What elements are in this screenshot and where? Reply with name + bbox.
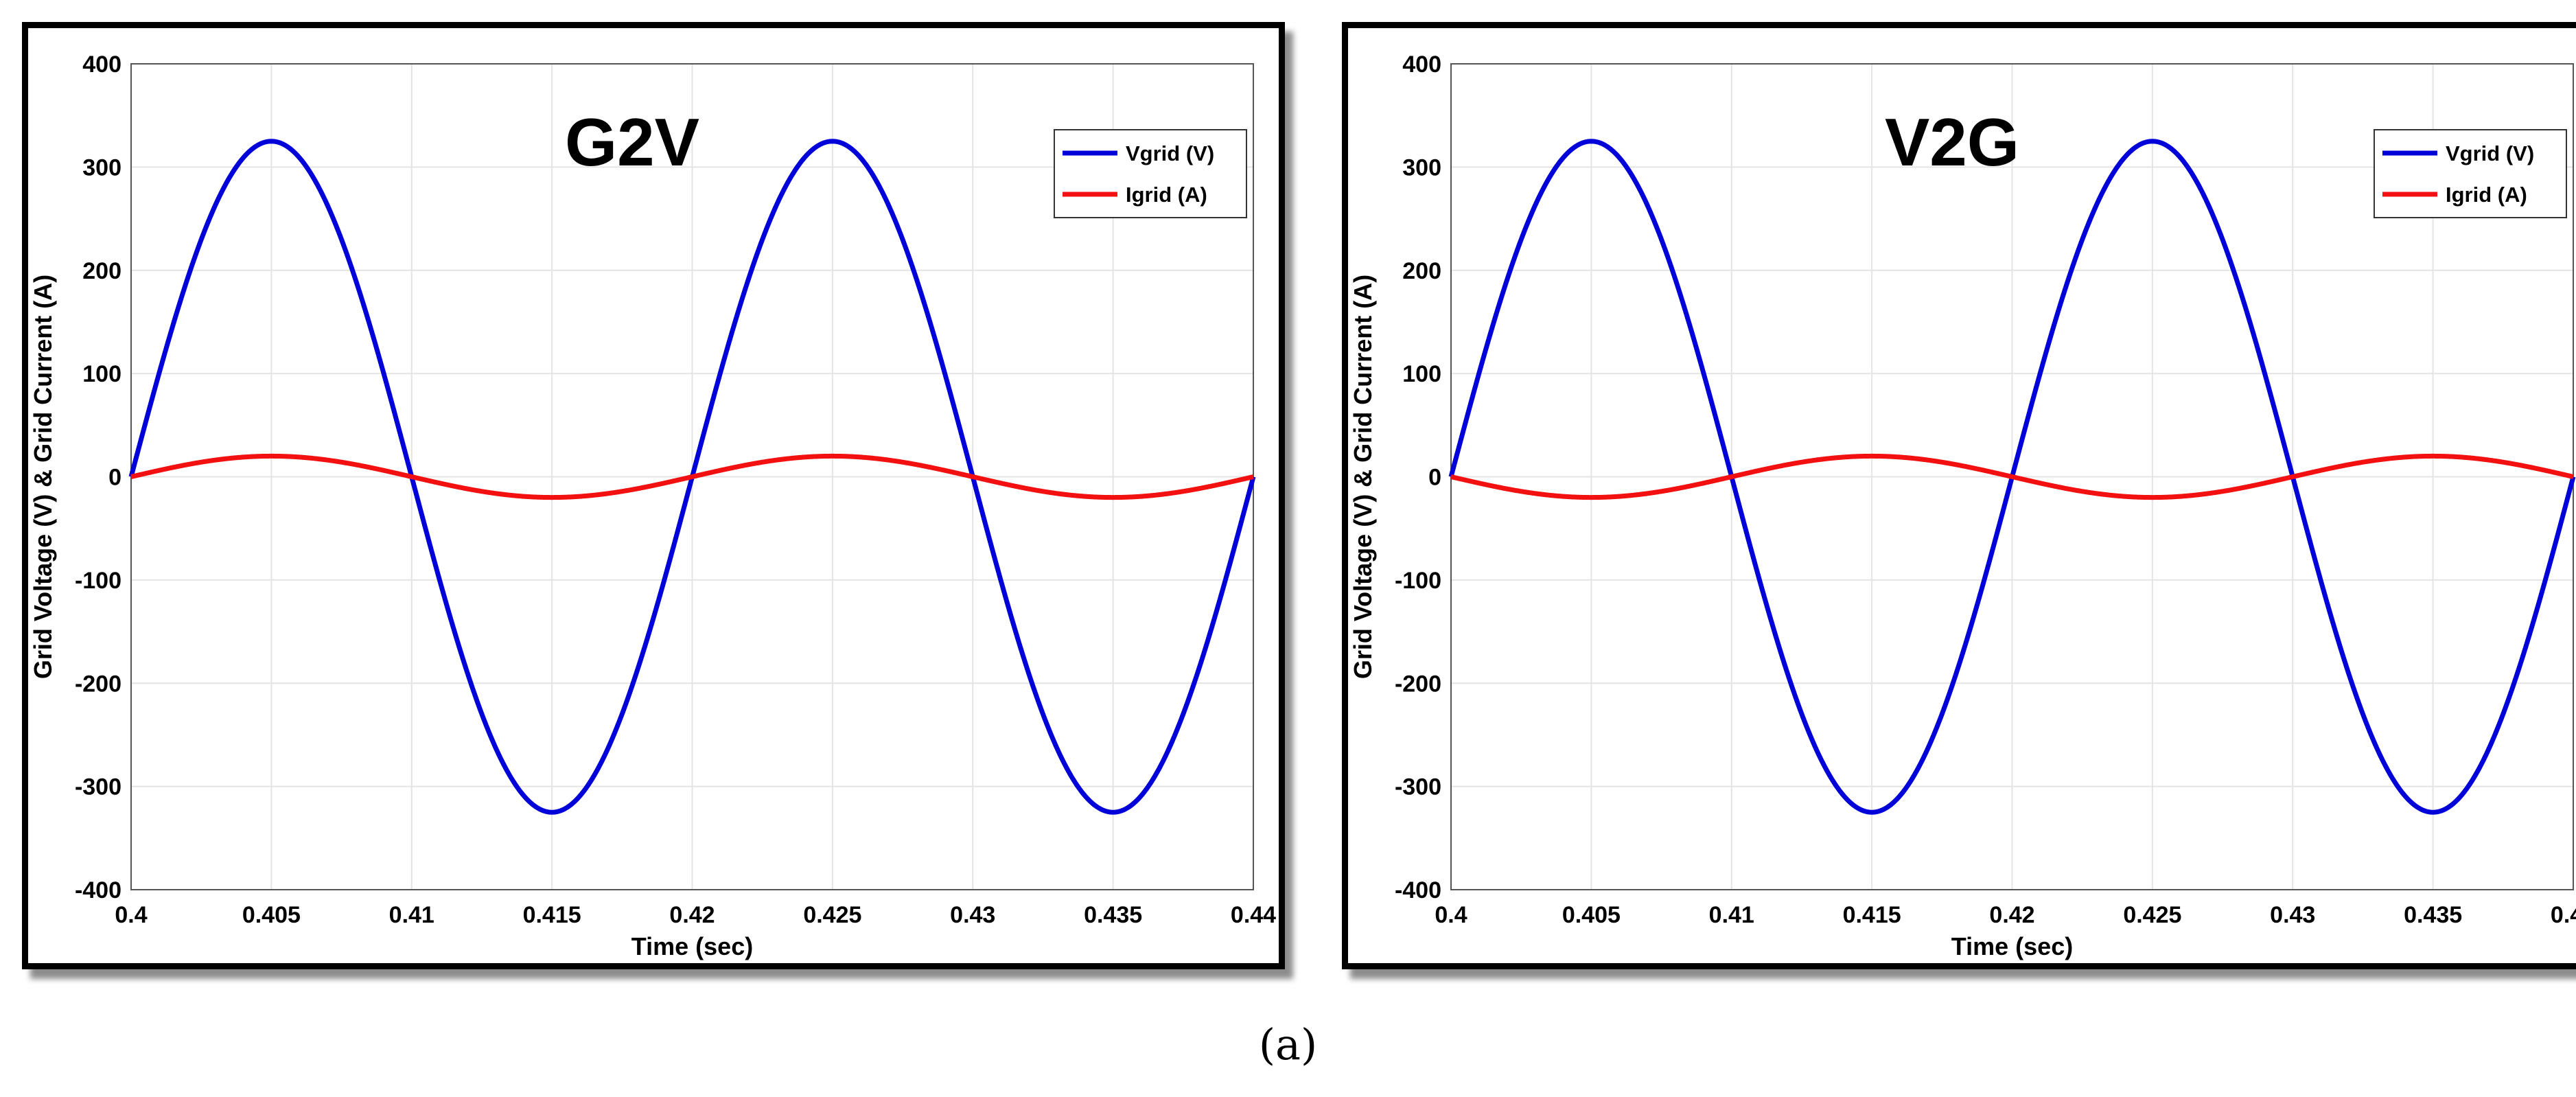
- x-tick-label: 0.42: [1989, 902, 2034, 928]
- x-tick-label: 0.405: [242, 902, 301, 928]
- x-tick-label: 0.405: [1562, 902, 1621, 928]
- y-tick-label: -400: [75, 877, 121, 903]
- x-tick-label: 0.435: [2404, 902, 2462, 928]
- figure-caption: (a): [1258, 1019, 1318, 1070]
- x-tick-label: 0.43: [2270, 902, 2315, 928]
- y-axis-label: Grid Voltage (V) & Grid Current (A): [1349, 275, 1377, 679]
- series-line-igrid: [1450, 453, 2575, 500]
- x-tick-label: 0.435: [1084, 902, 1142, 928]
- y-tick-label: 200: [82, 258, 121, 284]
- legend-box: [2374, 129, 2567, 218]
- chart-panel-g2v: 0.4 0.405 0.41 0.415 0.42 0.425 0.43 0.435 0.44 4…: [22, 22, 1285, 969]
- y-tick-label: -300: [75, 774, 121, 800]
- x-tick-label: 0.41: [389, 902, 434, 928]
- x-tick-label: 0.44: [1231, 902, 1276, 928]
- y-tick-label: 400: [82, 51, 121, 78]
- x-tick-label: 0.425: [2123, 902, 2181, 928]
- chart-panel-v2g: 0.4 0.405 0.41 0.415 0.42 0.425 0.43 0.435 0.44 4…: [1342, 22, 2576, 969]
- y-tick-label: 100: [1402, 361, 1441, 387]
- x-tick-label: 0.44: [2551, 902, 2576, 928]
- y-tick-label: -100: [1395, 568, 1441, 594]
- legend-label-igrid: Igrid (A): [2446, 183, 2527, 207]
- y-tick-label: 0: [108, 465, 121, 491]
- y-tick-label: 100: [82, 361, 121, 387]
- x-tick-label: 0.4: [1435, 902, 1467, 928]
- y-tick-label: -400: [1395, 877, 1441, 903]
- y-axis-label: Grid Voltage (V) & Grid Current (A): [29, 275, 57, 679]
- chart-v2g: 0.4 0.405 0.41 0.415 0.42 0.425 0.43 0.435 0.44 4…: [1349, 51, 2576, 960]
- chart-title: V2G: [1885, 104, 2019, 180]
- y-tick-label: 0: [1428, 465, 1441, 491]
- chart-title: G2V: [565, 104, 699, 180]
- x-tick-label: 0.415: [523, 902, 581, 928]
- x-tick-label: 0.425: [803, 902, 861, 928]
- y-tick-label: 300: [1402, 154, 1441, 181]
- y-tick-label: -100: [75, 568, 121, 594]
- legend-label-vgrid: Vgrid (V): [1126, 141, 1214, 165]
- x-tick-label: 0.41: [1709, 902, 1754, 928]
- x-tick-label: 0.42: [669, 902, 715, 928]
- y-tick-label: -200: [1395, 671, 1441, 697]
- y-tick-label: -300: [1395, 774, 1441, 800]
- series-line-igrid: [130, 453, 1255, 500]
- x-axis-label: Time (sec): [1951, 932, 2073, 960]
- x-tick-label: 0.4: [115, 902, 147, 928]
- x-tick-label: 0.415: [1843, 902, 1901, 928]
- y-tick-label: 400: [1402, 51, 1441, 78]
- legend-box: [1054, 129, 1247, 218]
- y-tick-label: -200: [75, 671, 121, 697]
- legend-label-igrid: Igrid (A): [1126, 183, 1207, 207]
- legend-label-vgrid: Vgrid (V): [2446, 141, 2534, 165]
- chart-g2v: 0.4 0.405 0.41 0.415 0.42 0.425 0.43 0.435 0.44 4…: [29, 51, 1276, 960]
- y-tick-label: 200: [1402, 258, 1441, 284]
- x-axis-label: Time (sec): [631, 932, 753, 960]
- y-tick-label: 300: [82, 154, 121, 181]
- x-tick-label: 0.43: [950, 902, 995, 928]
